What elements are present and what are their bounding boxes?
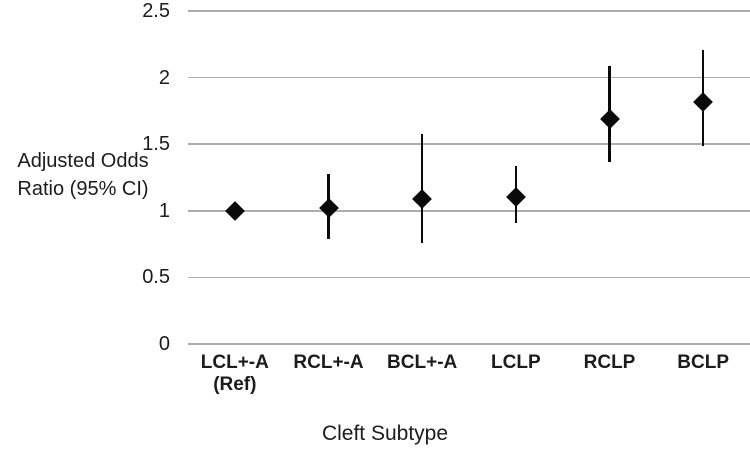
x-axis-title: Cleft Subtype — [321, 422, 449, 445]
x-category-label: BCLP — [643, 352, 750, 374]
gridline-y-2.5 — [188, 10, 750, 12]
gridline-y-1.5 — [188, 143, 750, 145]
y-tick-label: 0 — [158, 333, 170, 355]
data-point-diamond — [318, 198, 339, 219]
error-bar — [420, 133, 424, 243]
y-tick-label: 1.5 — [142, 133, 170, 156]
x-category-label: LCLP — [456, 352, 576, 374]
data-point-diamond — [224, 200, 245, 221]
x-category-label: LCL+-A (Ref) — [175, 352, 295, 396]
y-axis-title: Adjusted Odds Ratio (95% CI) — [0, 147, 166, 203]
y-axis-title-line-2: Ratio (95% CI) — [17, 178, 149, 200]
x-category-label-line: LCL+-A — [200, 352, 269, 373]
data-point-diamond — [599, 108, 620, 129]
x-category-label-line: RCL+-A — [293, 352, 364, 373]
x-category-label-line: RCLP — [583, 352, 636, 373]
y-tick-label: 1 — [158, 199, 170, 222]
y-axis-title-line-1: Adjusted Odds — [17, 150, 149, 172]
x-category-label-line: BCLP — [677, 352, 730, 373]
y-tick-label: 2.5 — [142, 0, 170, 22]
gridline-y-1 — [188, 210, 750, 212]
data-point-diamond — [412, 188, 433, 209]
data-point-diamond — [505, 187, 526, 208]
y-tick-label: 2 — [158, 66, 170, 89]
x-category-label-line: LCLP — [491, 352, 541, 373]
gridline-y-0.5 — [188, 276, 750, 279]
x-category-label-line: BCL+-A — [387, 352, 458, 373]
x-category-label: BCL+-A — [362, 352, 482, 374]
gridline-y-0 — [188, 343, 750, 345]
x-category-label: RCLP — [550, 352, 670, 374]
x-category-label-line: (Ref) — [213, 374, 257, 395]
y-tick-label: 0.5 — [142, 266, 170, 289]
x-category-label: RCL+-A — [269, 352, 389, 374]
gridline-y-2 — [188, 76, 750, 79]
data-point-diamond — [693, 91, 714, 112]
